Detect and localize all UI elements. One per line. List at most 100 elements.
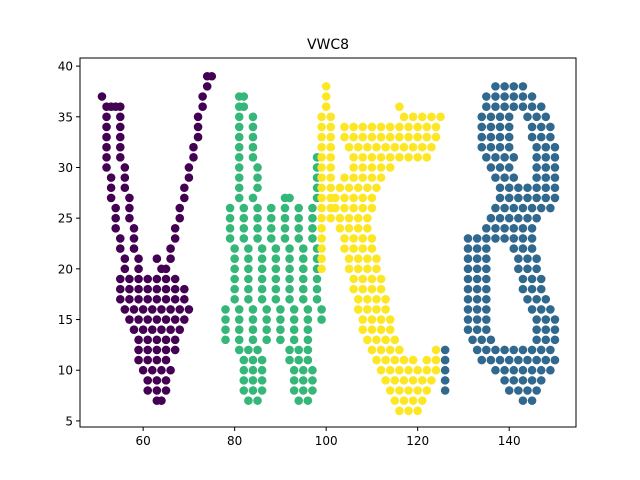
- point-series-0-48: [152, 284, 162, 294]
- point-series-3-62: [550, 163, 560, 172]
- point-series-1-143: [248, 376, 258, 385]
- point-series-3-21: [536, 102, 546, 111]
- point-series-2-46: [385, 132, 395, 142]
- point-series-2-135: [363, 294, 372, 304]
- point-series-3-167: [532, 335, 541, 345]
- point-series-3-85: [509, 203, 519, 213]
- point-series-0-13: [102, 153, 111, 162]
- point-series-1-74: [244, 274, 253, 284]
- point-series-3-101: [527, 224, 537, 233]
- point-series-3-30: [486, 122, 496, 132]
- point-series-1-99: [289, 305, 299, 314]
- point-series-0-100: [152, 376, 162, 385]
- point-series-2-111: [349, 234, 358, 243]
- point-series-2-155: [376, 345, 386, 355]
- point-series-3-178: [546, 345, 555, 355]
- x-tick-label-2: 100: [315, 434, 338, 448]
- point-series-3-32: [504, 122, 514, 132]
- point-series-3-43: [477, 142, 487, 152]
- point-series-0-60: [120, 305, 130, 314]
- point-series-3-13: [518, 92, 528, 101]
- point-series-2-79: [367, 163, 377, 172]
- point-series-1-88: [244, 294, 253, 304]
- point-series-1-96: [248, 305, 258, 314]
- point-series-1-69: [271, 264, 281, 274]
- point-series-0-46: [134, 284, 143, 294]
- point-series-0-98: [166, 365, 175, 375]
- point-series-2-151: [372, 335, 381, 345]
- point-series-2-76: [436, 112, 445, 122]
- point-series-2-166: [376, 365, 386, 375]
- point-series-3-86: [518, 203, 528, 213]
- point-series-3-187: [550, 355, 560, 365]
- point-series-3-182: [504, 355, 514, 365]
- point-series-0-61: [129, 305, 139, 314]
- point-series-2-48: [404, 132, 413, 142]
- point-series-3-81: [541, 193, 551, 203]
- point-series-2-87: [335, 183, 345, 193]
- point-series-2-178: [427, 376, 436, 385]
- point-series-0-125: [198, 102, 207, 111]
- point-series-3-12: [509, 92, 519, 101]
- point-series-2-18: [326, 183, 336, 193]
- point-series-1-40: [253, 224, 262, 233]
- point-series-2-28: [317, 254, 326, 264]
- point-series-3-183: [514, 355, 523, 365]
- point-series-1-32: [239, 213, 249, 223]
- point-series-0-28: [129, 224, 139, 233]
- point-series-0-107: [152, 254, 162, 264]
- point-series-2-116: [358, 244, 368, 253]
- point-series-3-146: [463, 305, 473, 314]
- point-series-0-111: [166, 244, 175, 253]
- point-series-2-170: [413, 365, 422, 375]
- point-series-3-144: [532, 294, 541, 304]
- point-series-1-122: [289, 335, 299, 345]
- point-series-3-50: [482, 153, 491, 162]
- point-series-1-54: [257, 244, 267, 253]
- point-series-3-69: [495, 183, 505, 193]
- point-series-3-192: [527, 365, 537, 375]
- point-series-0-11: [102, 142, 111, 152]
- y-tick-label-6: 35: [58, 110, 73, 124]
- point-series-2-14: [326, 163, 336, 172]
- point-series-2-152: [381, 335, 390, 345]
- point-series-2-119: [353, 254, 363, 264]
- point-series-2-91: [372, 183, 381, 193]
- point-series-1-154: [244, 396, 253, 405]
- point-series-0-38: [125, 274, 134, 284]
- point-series-1-100: [303, 305, 313, 314]
- point-series-2-113: [367, 234, 377, 243]
- point-series-2-146: [358, 325, 368, 334]
- point-series-1-82: [257, 284, 267, 294]
- point-series-3-83: [491, 203, 500, 213]
- point-series-1-52: [230, 244, 239, 253]
- point-series-1-50: [294, 234, 304, 243]
- point-series-1-19: [253, 183, 262, 193]
- point-series-1-113: [262, 325, 271, 334]
- point-series-3-34: [536, 122, 546, 132]
- point-series-0-99: [143, 376, 153, 385]
- point-series-1-137: [248, 365, 258, 375]
- point-series-2-143: [367, 315, 377, 324]
- point-series-1-86: [312, 284, 322, 294]
- point-series-1-93: [312, 294, 322, 304]
- point-series-0-77: [148, 325, 157, 334]
- point-series-2-17: [317, 183, 326, 193]
- point-series-2-126: [349, 274, 358, 284]
- point-series-3-155: [532, 315, 541, 324]
- point-series-2-88: [344, 183, 354, 193]
- point-series-1-39: [239, 224, 249, 233]
- point-series-3-35: [546, 122, 555, 132]
- point-series-2-129: [376, 274, 386, 284]
- point-series-2-25: [317, 224, 326, 233]
- point-series-3-40: [527, 132, 537, 142]
- point-series-3-193: [536, 365, 546, 375]
- point-series-2-123: [353, 264, 363, 274]
- point-series-3-91: [495, 213, 505, 223]
- point-series-3-20: [527, 102, 537, 111]
- point-series-3-65: [509, 173, 519, 182]
- point-series-0-127: [202, 82, 212, 91]
- point-series-3-163: [550, 325, 560, 334]
- point-series-1-34: [266, 213, 276, 223]
